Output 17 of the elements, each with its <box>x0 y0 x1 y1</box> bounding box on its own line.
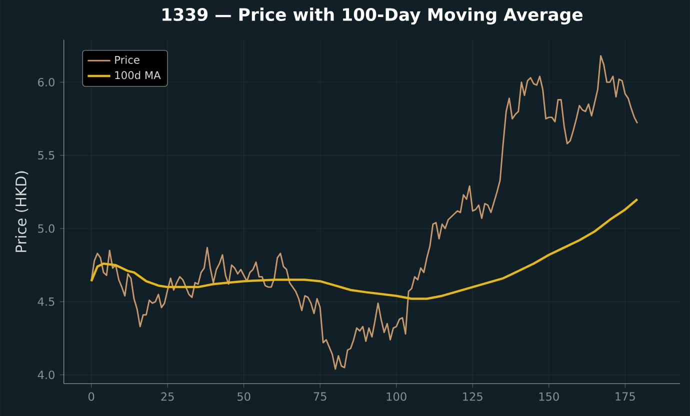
x-tick-label: 0 <box>88 392 94 401</box>
y-tick-label: 5.5 <box>38 150 54 160</box>
x-tick-label: 100 <box>386 392 406 401</box>
x-tick-label: 25 <box>161 392 174 401</box>
y-axis-title: Price (HKD) <box>15 171 28 252</box>
y-tick-label: 4.0 <box>38 370 54 379</box>
chart-title: 1339 — Price with 100-Day Moving Average <box>162 7 582 24</box>
x-tick-label: 50 <box>238 392 250 401</box>
legend-label: Price <box>115 55 140 64</box>
legend-label: 100d MA <box>115 70 161 79</box>
x-tick-label: 150 <box>539 392 559 401</box>
x-tick-label: 125 <box>463 392 482 401</box>
y-tick-label: 4.5 <box>38 297 54 306</box>
x-tick-label: 75 <box>314 392 326 400</box>
y-tick-label: 5.0 <box>38 224 54 233</box>
x-tick-label: 175 <box>616 392 635 400</box>
y-tick-label: 6.0 <box>38 78 54 86</box>
